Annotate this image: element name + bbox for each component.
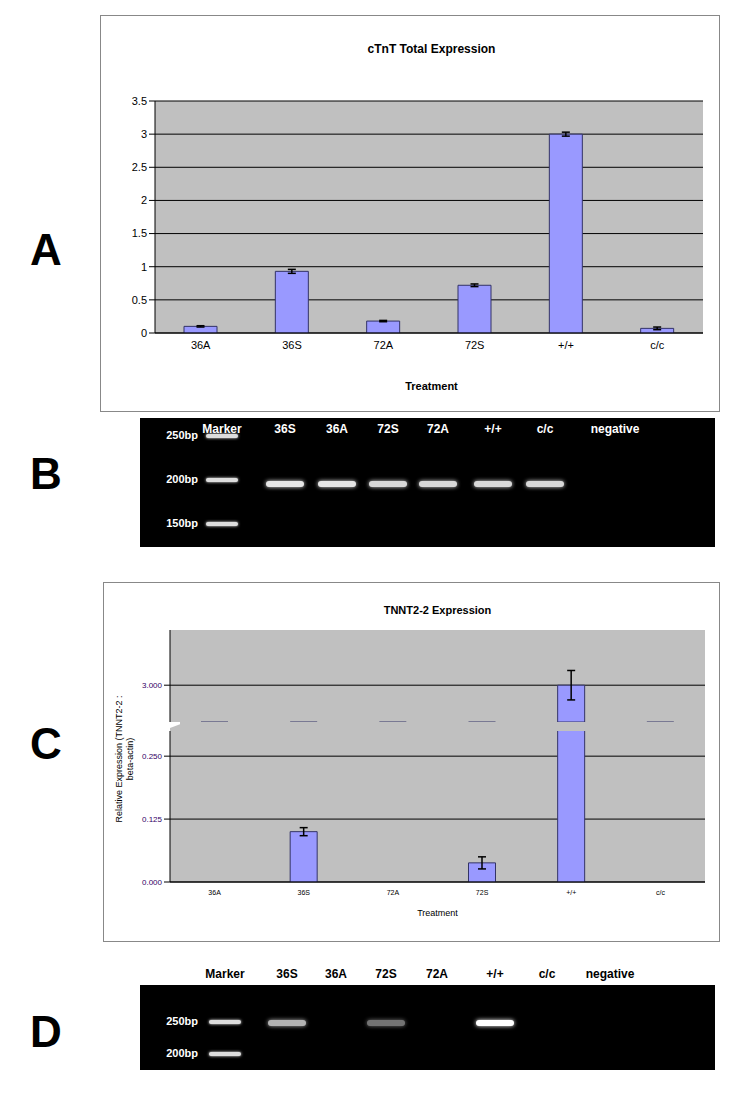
svg-text:3.5: 3.5 <box>132 95 147 107</box>
svg-text:c/c: c/c <box>650 339 665 351</box>
html-text:Marker: Marker <box>205 967 245 981</box>
html-text:C: C <box>30 719 62 768</box>
html-text:72A: 72A <box>427 422 449 436</box>
svg-text:1: 1 <box>141 261 147 273</box>
html-text:72A: 72A <box>426 967 448 981</box>
html-text:Treatment: Treatment <box>417 908 458 918</box>
html-text:Relative Expression (TNNT2-2 :: Relative Expression (TNNT2-2 : beta-acti… <box>114 695 135 823</box>
svg-text:1.5: 1.5 <box>132 227 147 239</box>
html-text:250bp: 250bp <box>166 429 198 441</box>
html-text:36S: 36S <box>274 422 296 436</box>
svg-text:0.5: 0.5 <box>132 294 147 306</box>
svg-text:36S: 36S <box>282 339 302 351</box>
svg-text:36S: 36S <box>298 889 311 896</box>
svg-text:72A: 72A <box>387 889 400 896</box>
svg-text:0.250: 0.250 <box>142 752 163 761</box>
html-text:150bp: 150bp <box>166 517 198 529</box>
svg-text:2.5: 2.5 <box>132 161 147 173</box>
html-text:36A: 36A <box>326 422 348 436</box>
html-text:200bp: 200bp <box>166 473 198 485</box>
html-text:TNNT2-2 Expression: TNNT2-2 Expression <box>383 604 492 616</box>
html-text:72S: 72S <box>375 967 397 981</box>
html-text:negative: negative <box>585 967 635 981</box>
html-text:250bp: 250bp <box>166 1015 198 1027</box>
html-text:200bp: 200bp <box>166 1047 198 1059</box>
svg-text:36A: 36A <box>191 339 211 351</box>
html-text:36A: 36A <box>325 967 347 981</box>
svg-text:0.000: 0.000 <box>142 878 163 887</box>
svg-text:3.000: 3.000 <box>142 681 163 690</box>
html-text:A: A <box>30 225 62 274</box>
svg-text:+/+: +/+ <box>566 889 576 896</box>
html-text:72S: 72S <box>377 422 399 436</box>
html-text:Marker: Marker <box>202 422 242 436</box>
svg-text:2: 2 <box>141 194 147 206</box>
html-text:negative: negative <box>590 422 640 436</box>
svg-text:72S: 72S <box>465 339 485 351</box>
html-text:c/c: c/c <box>536 422 554 436</box>
svg-text:72S: 72S <box>476 889 489 896</box>
svg-text:+/+: +/+ <box>558 339 574 351</box>
html-text:D: D <box>30 1007 62 1056</box>
html-text:c/c: c/c <box>538 967 556 981</box>
html-text:Treatment: Treatment <box>405 380 458 392</box>
html-text:cTnT Total Expression: cTnT Total Expression <box>367 42 496 56</box>
svg-text:0: 0 <box>141 327 147 339</box>
svg-text:36A: 36A <box>208 889 221 896</box>
svg-text:3: 3 <box>141 128 147 140</box>
svg-text:72A: 72A <box>374 339 394 351</box>
svg-text:c/c: c/c <box>656 889 665 896</box>
html-text:36S: 36S <box>276 967 298 981</box>
svg-text:0.125: 0.125 <box>142 815 163 824</box>
html-text:B: B <box>30 449 62 498</box>
